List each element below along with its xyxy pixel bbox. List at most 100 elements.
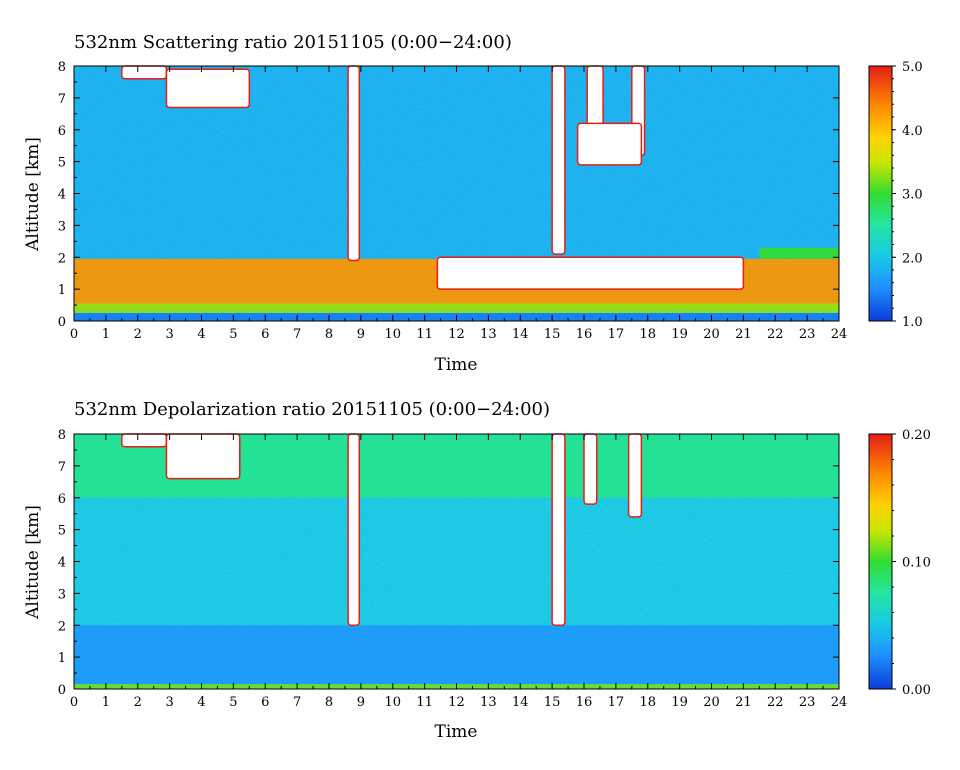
scattering-cbar-label-1: 2.0 (902, 251, 923, 266)
scattering-ytick-label-7: 7 (58, 92, 66, 107)
depolarization-colorbar (868, 433, 893, 690)
scattering-layer-3 (759, 247, 839, 259)
depolarization-xtick-label-2: 2 (134, 695, 142, 710)
scattering-saturated-7 (551, 65, 566, 255)
scattering-ytick-label-4: 4 (58, 188, 66, 203)
depolarization-saturated-4 (165, 433, 241, 480)
scattering-xtick-label-8: 8 (325, 327, 333, 342)
scattering-ytick-label-8: 8 (58, 60, 66, 75)
depolarization-ytick-label-3: 3 (58, 587, 66, 602)
depolarization-xlabel: Time (435, 722, 478, 742)
depolarization-ytick-label-4: 4 (58, 556, 66, 571)
scattering-saturated-6 (347, 65, 361, 262)
depolarization-xtick-label-18: 18 (639, 695, 656, 710)
depolarization-xtick-label-15: 15 (544, 695, 561, 710)
scattering-xtick-label-4: 4 (197, 327, 205, 342)
depolarization-saturated-3 (121, 433, 168, 448)
scattering-cbar-label-3: 4.0 (902, 124, 923, 139)
scattering-xtick-label-22: 22 (767, 327, 784, 342)
depolarization-xtick-label-12: 12 (448, 695, 465, 710)
depolarization-xtick-label-21: 21 (735, 695, 752, 710)
depolarization-xtick-label-11: 11 (416, 695, 433, 710)
depolarization-ylabel: Altitude [km] (23, 505, 43, 620)
scattering-xtick-label-11: 11 (416, 327, 433, 342)
depolarization-ytick-label-1: 1 (58, 651, 66, 666)
depolarization-xtick-label-20: 20 (703, 695, 720, 710)
depolarization-xtick-label-9: 9 (357, 695, 365, 710)
scattering-xlabel: Time (435, 355, 478, 375)
scattering-xtick-label-5: 5 (229, 327, 237, 342)
scattering-features (74, 65, 839, 321)
depolarization-title: 532nm Depolarization ratio 20151105 (0:0… (74, 399, 550, 420)
scattering-saturated-10 (576, 122, 643, 166)
scattering-ratio-panel: 532nm Scattering ratio 20151105 (0:00−24… (23, 32, 923, 375)
depolarization-xtick-label-19: 19 (671, 695, 688, 710)
depolarization-xtick-label-17: 17 (608, 695, 625, 710)
scattering-ytick-label-2: 2 (58, 251, 66, 266)
depolarization-ytick-label-2: 2 (58, 619, 66, 634)
scattering-xtick-label-10: 10 (384, 327, 401, 342)
scattering-xtick-label-24: 24 (831, 327, 848, 342)
scattering-ytick-label-3: 3 (58, 219, 66, 234)
scattering-ytick-label-5: 5 (58, 156, 66, 171)
depolarization-xtick-label-7: 7 (293, 695, 301, 710)
depolarization-xtick-label-16: 16 (576, 695, 593, 710)
scattering-cbar-label-0: 1.0 (902, 315, 923, 330)
depolarization-saturated-5 (347, 433, 361, 626)
scattering-xtick-label-3: 3 (165, 327, 173, 342)
scattering-xtick-label-21: 21 (735, 327, 752, 342)
scattering-ytick-label-6: 6 (58, 124, 66, 139)
depolarization-colorbar-ticks: 0.00 0.10 0.20 (892, 428, 931, 698)
scattering-xtick-label-14: 14 (512, 327, 529, 342)
depolarization-xtick-label-13: 13 (480, 695, 497, 710)
scattering-saturated-4 (121, 65, 168, 80)
depolarization-saturated-7 (583, 433, 598, 505)
depolarization-x-axis: 0 1 2 3 4 5 6 7 8 9 10 11 12 13 14 15 16 17 18 19 20 21 22 23 24 (70, 434, 847, 710)
scattering-colorbar (868, 65, 893, 322)
depolarization-xtick-label-10: 10 (384, 695, 401, 710)
scattering-xtick-label-12: 12 (448, 327, 465, 342)
scattering-xtick-label-15: 15 (544, 327, 561, 342)
depolarization-xtick-label-4: 4 (197, 695, 205, 710)
scattering-xtick-label-9: 9 (357, 327, 365, 342)
depolarization-saturated-6 (551, 433, 566, 626)
scattering-xtick-label-1: 1 (102, 327, 110, 342)
scattering-saturated-11 (436, 256, 745, 290)
scattering-title: 532nm Scattering ratio 20151105 (0:00−24… (74, 32, 512, 53)
depolarization-xtick-label-0: 0 (70, 695, 78, 710)
scattering-xtick-label-6: 6 (261, 327, 269, 342)
depolarization-xtick-label-24: 24 (831, 695, 848, 710)
scattering-xtick-label-16: 16 (576, 327, 593, 342)
scattering-cbar-label-2: 3.0 (902, 188, 923, 203)
scattering-xtick-label-20: 20 (703, 327, 720, 342)
depolarization-xtick-label-8: 8 (325, 695, 333, 710)
scattering-y-axis: 0 1 2 3 4 5 6 7 8 (58, 60, 839, 330)
scattering-xtick-label-2: 2 (134, 327, 142, 342)
scattering-saturated-5 (165, 68, 251, 109)
depolarization-ytick-label-0: 0 (58, 683, 66, 698)
depolarization-xtick-label-6: 6 (261, 695, 269, 710)
scattering-colorbar-ticks: 1.0 2.0 3.0 4.0 5.0 (892, 60, 923, 330)
depolarization-xtick-label-14: 14 (512, 695, 529, 710)
depolarization-xtick-label-23: 23 (799, 695, 816, 710)
depolarization-saturated-8 (627, 433, 643, 518)
scattering-layer-1 (74, 303, 839, 314)
depolarization-y-axis: 0 1 2 3 4 5 6 7 8 (58, 428, 839, 698)
depolarization-layer-0 (74, 625, 839, 685)
scattering-ylabel: Altitude [km] (23, 137, 43, 252)
depolarization-cbar-label-0: 0.00 (902, 683, 931, 698)
depolarization-cbar-label-1: 0.10 (902, 556, 931, 571)
scattering-ytick-label-1: 1 (58, 283, 66, 298)
scattering-xtick-label-7: 7 (293, 327, 301, 342)
scattering-xtick-label-13: 13 (480, 327, 497, 342)
scattering-xtick-label-0: 0 (70, 327, 78, 342)
scattering-xtick-label-19: 19 (671, 327, 688, 342)
scattering-ytick-label-0: 0 (58, 315, 66, 330)
depolarization-ytick-label-8: 8 (58, 428, 66, 443)
scattering-xtick-label-18: 18 (639, 327, 656, 342)
depolarization-ratio-panel: 532nm Depolarization ratio 20151105 (0:0… (23, 399, 931, 742)
scattering-xtick-label-17: 17 (608, 327, 625, 342)
depolarization-features (74, 433, 839, 689)
depolarization-ytick-label-6: 6 (58, 492, 66, 507)
